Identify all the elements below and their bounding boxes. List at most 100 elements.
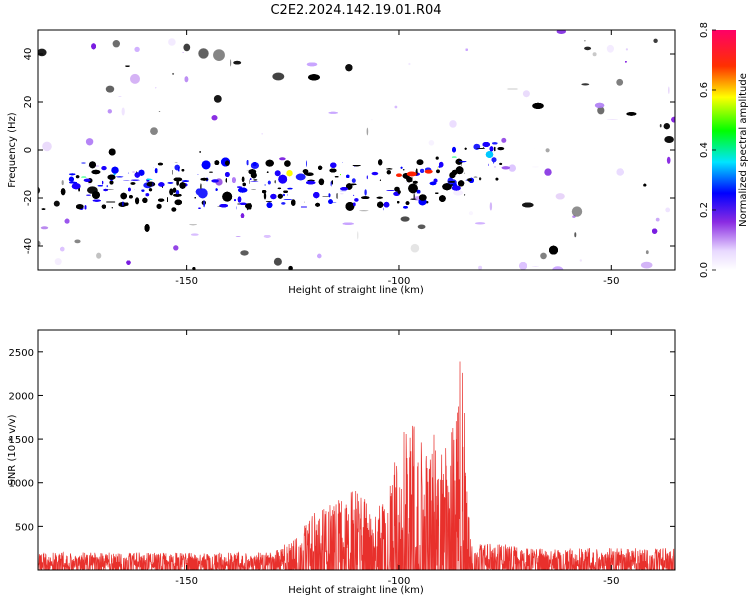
- noise-blob: [96, 252, 102, 259]
- x-tick-label: -150: [175, 576, 198, 587]
- signal-blob: [400, 166, 403, 169]
- x-tick-label: -150: [175, 276, 198, 287]
- signal-blob: [83, 178, 91, 182]
- noise-blob: [182, 52, 184, 53]
- signal-blob: [167, 197, 168, 203]
- noise-blob: [104, 301, 106, 303]
- noise-blob: [104, 301, 106, 303]
- signal-blob: [499, 162, 503, 165]
- signal-blob: [455, 166, 464, 175]
- noise-blob: [38, 48, 47, 57]
- spectrogram-background: [38, 30, 675, 270]
- noise-blob: [545, 148, 550, 153]
- noise-blob: [574, 287, 578, 289]
- noise-blob: [230, 59, 232, 67]
- noise-blob: [104, 301, 106, 303]
- noise-blob: [574, 287, 578, 289]
- noise-blob: [522, 202, 534, 208]
- noise-blob: [552, 266, 564, 270]
- noise-blob: [60, 188, 66, 196]
- noise-blob: [173, 245, 179, 251]
- noise-blob: [328, 111, 339, 114]
- signal-blob: [291, 199, 296, 206]
- noise-blob: [298, 309, 304, 315]
- noise-blob: [240, 250, 249, 256]
- noise-blob: [306, 62, 318, 67]
- noise-blob: [572, 215, 576, 218]
- signal-blob: [234, 199, 236, 202]
- signal-blob: [201, 160, 211, 170]
- noise-blob: [663, 123, 670, 130]
- signal-blob: [194, 197, 196, 199]
- signal-blob: [353, 202, 356, 207]
- noise-blob: [41, 287, 49, 295]
- signal-blob: [101, 166, 107, 171]
- y-tick-label: 20: [23, 96, 34, 109]
- signal-blob: [455, 158, 463, 165]
- signal-blob: [340, 174, 341, 176]
- noise-blob: [233, 60, 242, 65]
- noise-blob: [594, 102, 605, 108]
- signal-blob: [331, 180, 333, 185]
- noise-blob: [522, 202, 534, 208]
- noise-blob: [400, 216, 410, 222]
- noise-blob: [406, 182, 408, 184]
- noise-blob: [192, 267, 196, 270]
- noise-blob: [340, 193, 344, 195]
- noise-blob: [60, 246, 65, 252]
- noise-blob: [459, 310, 462, 313]
- noise-blob: [199, 151, 201, 153]
- signal-blob: [353, 194, 355, 196]
- noise-blob: [0, 472, 5, 479]
- noise-blob: [328, 111, 339, 114]
- noise-blob: [555, 193, 565, 200]
- noise-blob: [41, 208, 46, 210]
- x-tick-label: -100: [388, 576, 411, 587]
- signal-blob: [97, 185, 104, 187]
- noise-blob: [467, 324, 469, 326]
- noise-blob: [173, 245, 179, 251]
- noise-blob: [400, 216, 410, 222]
- signal-blob: [340, 187, 348, 191]
- signal-blob: [81, 176, 87, 178]
- signal-blob: [282, 193, 285, 197]
- noise-blob: [121, 107, 125, 116]
- noise-blob: [211, 115, 218, 121]
- noise-blob: [261, 133, 264, 135]
- noise-blob: [240, 213, 245, 218]
- noise-blob: [211, 115, 218, 121]
- signal-blob: [173, 177, 183, 182]
- noise-blob: [479, 177, 482, 181]
- noise-blob: [272, 272, 278, 278]
- noise-blob: [400, 216, 410, 222]
- noise-blob: [465, 48, 468, 51]
- signal-blob: [412, 180, 418, 184]
- noise-blob: [501, 166, 511, 170]
- signal-blob: [361, 196, 370, 200]
- noise-blob: [519, 262, 527, 270]
- noise-blob: [494, 166, 496, 168]
- noise-blob: [211, 115, 218, 121]
- noise-blob: [199, 151, 201, 153]
- noise-blob: [272, 272, 278, 278]
- noise-blob: [279, 157, 286, 161]
- noise-blob: [60, 246, 65, 252]
- noise-blob: [0, 30, 7, 38]
- noise-blob: [183, 43, 191, 52]
- noise-blob: [652, 228, 658, 234]
- noise-blob: [15, 93, 16, 101]
- signal-blob: [181, 169, 185, 172]
- noise-blob: [41, 287, 49, 295]
- signal-blob: [476, 148, 486, 149]
- noise-blob: [626, 112, 637, 116]
- noise-blob: [192, 267, 196, 270]
- noise-blob: [105, 85, 115, 93]
- signal-blob: [383, 201, 390, 208]
- noise-blob: [645, 250, 649, 255]
- noise-blob: [494, 166, 496, 168]
- noise-blob: [0, 472, 5, 479]
- y-tick-label: 1000: [9, 479, 34, 490]
- noise-blob: [173, 245, 179, 251]
- signal-blob: [300, 206, 307, 208]
- noise-blob: [272, 72, 285, 81]
